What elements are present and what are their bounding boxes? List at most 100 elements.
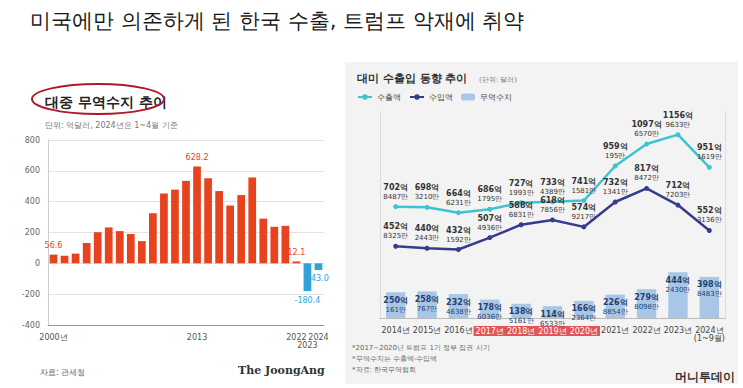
svg-text:6036만: 6036만	[477, 313, 502, 321]
svg-text:800: 800	[25, 136, 40, 145]
svg-text:4638만: 4638만	[446, 308, 471, 316]
svg-text:507억: 507억	[477, 214, 502, 223]
svg-text:미국에만 의존하게 된 한국 수출, 트럼프 악재에 취약: 미국에만 의존하게 된 한국 수출, 트럼프 악재에 취약	[30, 9, 524, 33]
svg-text:(1~9월): (1~9월)	[694, 334, 725, 343]
svg-text:8098만: 8098만	[634, 303, 659, 311]
svg-text:1156억: 1156억	[663, 111, 693, 120]
svg-text:8472만: 8472만	[634, 174, 659, 182]
svg-text:6570만: 6570만	[634, 130, 659, 138]
svg-text:452억: 452억	[383, 222, 408, 231]
svg-text:8483만: 8483만	[697, 290, 722, 298]
svg-text:(단위: 달러): (단위: 달러)	[479, 76, 517, 84]
svg-text:588억: 588억	[509, 201, 534, 210]
svg-text:8487만: 8487만	[383, 193, 408, 201]
svg-text:-180.4: -180.4	[295, 296, 321, 305]
svg-text:단위: 억달러, 2024년은 1~4월 기준: 단위: 억달러, 2024년은 1~4월 기준	[45, 121, 178, 130]
svg-text:618억: 618억	[540, 196, 565, 205]
svg-text:-43.0: -43.0	[308, 274, 329, 283]
svg-text:1097억: 1097억	[631, 120, 661, 129]
svg-text:2015년: 2015년	[413, 326, 441, 335]
svg-text:머니투데이: 머니투데이	[675, 370, 735, 384]
svg-text:무역수지: 무역수지	[480, 93, 512, 102]
svg-text:5161만: 5161만	[509, 317, 534, 325]
svg-text:1993만: 1993만	[509, 189, 534, 197]
svg-text:7203만: 7203만	[666, 191, 691, 199]
svg-text:552억: 552억	[697, 206, 722, 215]
svg-text:959억: 959억	[603, 142, 628, 151]
svg-text:178억: 178억	[477, 303, 502, 312]
svg-text:자료: 관세청: 자료: 관세청	[40, 368, 85, 377]
svg-text:951억: 951억	[697, 143, 722, 152]
svg-text:398억: 398억	[697, 280, 722, 289]
svg-text:수출액: 수출액	[377, 93, 401, 102]
svg-text:444억: 444억	[666, 276, 691, 285]
svg-text:574억: 574억	[572, 203, 597, 212]
svg-text:*자료: 한국무역협회: *자료: 한국무역협회	[352, 366, 416, 374]
svg-text:2000년: 2000년	[39, 333, 67, 342]
svg-text:9633만: 9633만	[666, 121, 691, 129]
svg-text:4389만: 4389만	[540, 188, 565, 196]
svg-text:114억: 114억	[540, 310, 565, 319]
svg-text:161만: 161만	[385, 306, 405, 314]
svg-text:6533만: 6533만	[540, 320, 565, 328]
svg-text:2016년: 2016년	[444, 326, 472, 335]
svg-text:279억: 279억	[634, 293, 659, 302]
svg-text:2430만: 2430만	[666, 286, 691, 294]
svg-text:*2017~2020년 트럼프 1기 정부 집권 시기: *2017~2020년 트럼프 1기 정부 집권 시기	[352, 344, 490, 352]
svg-text:712억: 712억	[666, 181, 691, 190]
svg-text:600: 600	[25, 166, 40, 175]
svg-text:-200: -200	[22, 290, 40, 299]
svg-text:1795만: 1795만	[477, 195, 502, 203]
svg-text:1341만: 1341만	[603, 188, 628, 196]
svg-text:8854만: 8854만	[603, 308, 628, 316]
svg-text:The JoongAng: The JoongAng	[238, 364, 325, 377]
svg-text:440억: 440억	[415, 224, 440, 233]
svg-text:432억: 432억	[446, 226, 471, 235]
svg-text:0: 0	[35, 259, 40, 268]
svg-text:6831만: 6831만	[509, 211, 534, 219]
svg-text:138억: 138억	[509, 307, 534, 316]
svg-text:7856만: 7856만	[540, 206, 565, 214]
svg-text:수입액: 수입액	[429, 93, 453, 102]
svg-text:2022년: 2022년	[632, 326, 660, 335]
svg-text:628.2: 628.2	[186, 153, 209, 162]
svg-text:2020년: 2020년	[570, 327, 598, 336]
svg-text:727억: 727억	[509, 179, 534, 188]
svg-text:2023년: 2023년	[664, 326, 692, 335]
svg-text:4936만: 4936만	[477, 224, 502, 232]
svg-text:195만: 195만	[605, 152, 625, 160]
svg-text:232억: 232억	[446, 298, 471, 307]
svg-text:733억: 733억	[540, 178, 565, 187]
svg-text:250억: 250억	[383, 296, 408, 305]
svg-text:226억: 226억	[603, 298, 628, 307]
svg-text:-400: -400	[22, 321, 40, 330]
svg-text:686억: 686억	[477, 185, 502, 194]
svg-text:56.6: 56.6	[45, 241, 63, 250]
svg-text:2013: 2013	[187, 333, 207, 342]
svg-text:732억: 732억	[603, 178, 628, 187]
svg-text:대미 수출입 동향 추이: 대미 수출입 동향 추이	[357, 72, 468, 85]
svg-text:200: 200	[25, 228, 40, 237]
svg-text:8325만: 8325만	[383, 232, 408, 240]
svg-text:12.1: 12.1	[287, 248, 305, 257]
svg-text:702억: 702억	[383, 183, 408, 192]
svg-text:258억: 258억	[415, 295, 440, 304]
svg-text:2443만: 2443만	[415, 234, 440, 242]
svg-text:2019년: 2019년	[538, 327, 566, 336]
svg-text:2014년: 2014년	[382, 326, 410, 335]
svg-text:2018년: 2018년	[507, 327, 535, 336]
svg-text:1581만: 1581만	[571, 187, 596, 195]
svg-text:2021년: 2021년	[601, 326, 629, 335]
svg-text:9217만: 9217만	[571, 213, 596, 221]
svg-text:1619만: 1619만	[697, 153, 722, 161]
svg-text:3210만: 3210만	[415, 193, 440, 201]
svg-text:741억: 741억	[572, 177, 597, 186]
svg-text:2364만: 2364만	[571, 314, 596, 322]
svg-text:166억: 166억	[572, 304, 597, 313]
svg-text:2017년: 2017년	[476, 327, 504, 336]
svg-text:400: 400	[25, 197, 40, 206]
svg-text:1592만: 1592만	[446, 236, 471, 244]
svg-text:817억: 817억	[634, 164, 659, 173]
svg-text:767만: 767만	[417, 305, 437, 313]
svg-text:3136만: 3136만	[697, 216, 722, 224]
